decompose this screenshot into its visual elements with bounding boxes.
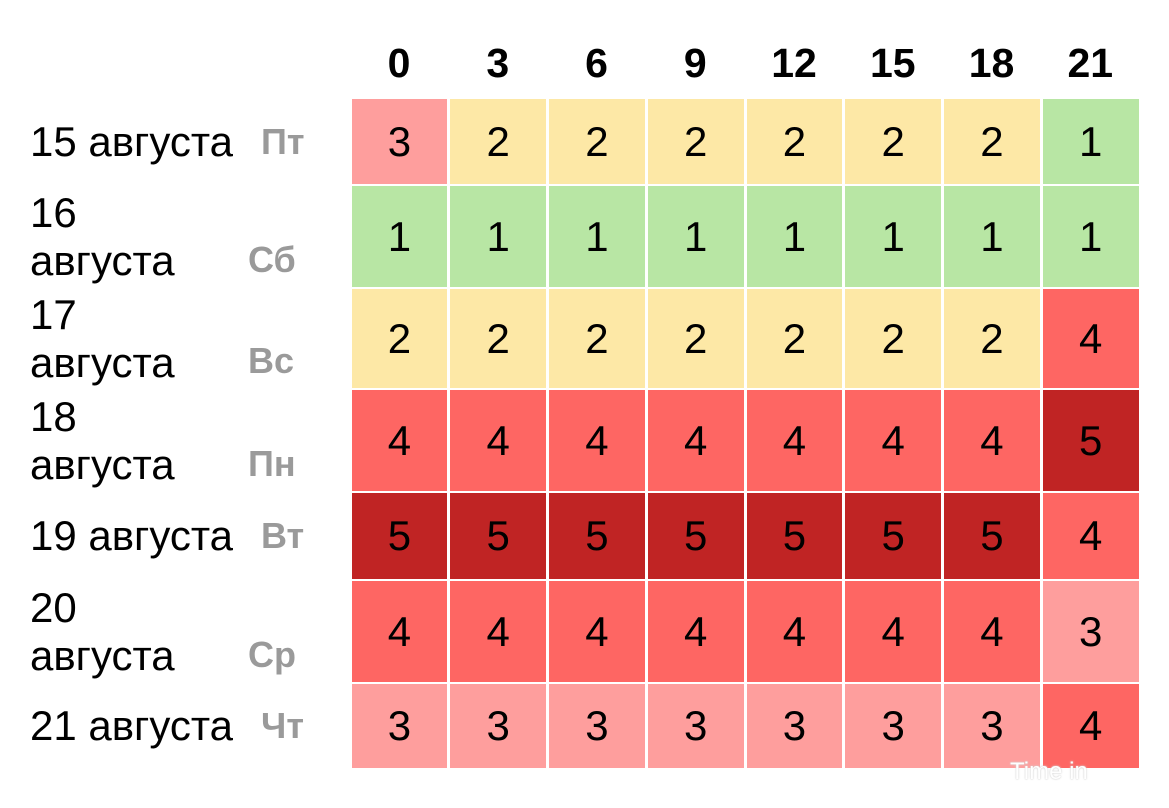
heatmap-cell: 4	[845, 581, 941, 682]
heatmap-cell: 1	[450, 186, 546, 287]
heatmap-cell: 2	[450, 99, 546, 184]
watermark: Time in	[1010, 758, 1088, 785]
row-label: 17 августа Вс	[30, 289, 348, 388]
hour-label: 0	[387, 39, 411, 86]
row-label: 15 августа Пт	[30, 99, 348, 184]
heatmap-cell: 4	[351, 390, 448, 491]
heatmap-cell: 3	[549, 684, 645, 768]
heatmap-cell: 4	[647, 581, 744, 682]
heatmap-cell: 4	[845, 390, 941, 491]
row-label: 16 августа Сб	[30, 186, 348, 287]
heatmap-cell: 1	[845, 186, 941, 287]
heatmap-cell: 2	[351, 289, 448, 388]
heatmap-cell: 5	[450, 493, 546, 579]
heatmap-cell: 1	[549, 186, 645, 287]
hour-label: 18	[968, 39, 1015, 86]
heatmap-cell: 2	[746, 99, 843, 184]
row-weekday: Вс	[248, 340, 295, 381]
row-date: 17 августа	[30, 291, 175, 386]
row-weekday: Пт	[261, 120, 305, 162]
heatmap-cell: 4	[647, 390, 744, 491]
heatmap-cell: 2	[845, 289, 941, 388]
row-weekday: Пн	[248, 443, 296, 484]
row-label: 21 августа Чт	[30, 684, 348, 768]
heatmap-cell: 4	[549, 390, 645, 491]
heatmap-cell: 2	[549, 289, 645, 388]
heatmap-cell: 3	[351, 684, 448, 768]
heatmap-cell: 2	[647, 289, 744, 388]
heatmap-cell: 2	[944, 99, 1040, 184]
row-weekday: Чт	[261, 705, 304, 746]
heatmap-cell: 5	[1042, 390, 1139, 491]
heatmap-cell: 4	[351, 581, 448, 682]
row-date: 18 августа	[30, 393, 175, 488]
heatmap-cell: 2	[647, 99, 744, 184]
heatmap-cell: 5	[845, 493, 941, 579]
heatmap-cell: 4	[450, 581, 546, 682]
heatmap-cell: 5	[351, 493, 448, 579]
row-weekday: Ср	[248, 634, 296, 675]
heatmap-cell: 2	[845, 99, 941, 184]
heatmap-cell: 3	[351, 99, 448, 184]
heatmap-cell: 1	[1042, 186, 1139, 287]
heatmap-cell: 4	[1042, 493, 1139, 579]
heatmap-cell: 4	[1042, 289, 1139, 388]
heatmap-cell: 2	[944, 289, 1040, 388]
hour-label: 15	[869, 39, 916, 86]
heatmap-cell: 1	[647, 186, 744, 287]
heatmap-cell: 3	[450, 684, 546, 768]
heatmap-cell: 5	[647, 493, 744, 579]
row-date: 21 августа	[30, 702, 234, 750]
heatmap-cell: 5	[549, 493, 645, 579]
heatmap-cell: 2	[450, 289, 546, 388]
row-label: 20 августа Ср	[30, 581, 348, 682]
row-label: 18 августа Пн	[30, 390, 348, 491]
heatmap-cell: 3	[1042, 581, 1139, 682]
row-weekday: Сб	[248, 239, 296, 280]
heatmap-cell: 2	[746, 289, 843, 388]
hour-label: 6	[585, 39, 608, 86]
heatmap-cell: 1	[1042, 99, 1139, 184]
heatmap-cell: 5	[746, 493, 843, 579]
heatmap-cell: 4	[549, 581, 645, 682]
heatmap-cell: 4	[944, 390, 1040, 491]
heatmap-cell: 4	[746, 390, 843, 491]
heatmap-cell: 4	[1042, 684, 1139, 768]
heatmap-cell: 2	[549, 99, 645, 184]
heatmap-cell: 3	[944, 684, 1040, 768]
hour-label: 3	[486, 39, 510, 86]
row-label: 19 августа Вт	[30, 493, 348, 579]
hour-axis: 0 3 6 9 12 15 18 21	[350, 34, 1140, 92]
heatmap-cell: 4	[746, 581, 843, 682]
hour-label: 12	[771, 39, 817, 86]
row-date: 15 августа	[30, 117, 234, 165]
row-date: 20 августа	[30, 584, 175, 679]
row-date: 16 августа	[30, 189, 175, 284]
heatmap-cell: 3	[746, 684, 843, 768]
heatmap-cell: 4	[944, 581, 1040, 682]
heatmap-cell: 5	[944, 493, 1040, 579]
heatmap-cell: 3	[647, 684, 744, 768]
heatmap-cell: 1	[746, 186, 843, 287]
row-date: 19 августа	[30, 512, 234, 560]
heatmap-cell: 1	[944, 186, 1040, 287]
heatmap-cell: 3	[845, 684, 941, 768]
row-weekday: Вт	[261, 515, 305, 556]
heatmap-cell: 1	[351, 186, 448, 287]
hour-label: 21	[1067, 39, 1114, 86]
hour-label: 9	[683, 39, 707, 86]
heatmap-cell: 4	[450, 390, 546, 491]
